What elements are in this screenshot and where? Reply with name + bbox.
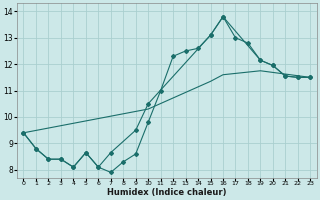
X-axis label: Humidex (Indice chaleur): Humidex (Indice chaleur) — [107, 188, 227, 197]
